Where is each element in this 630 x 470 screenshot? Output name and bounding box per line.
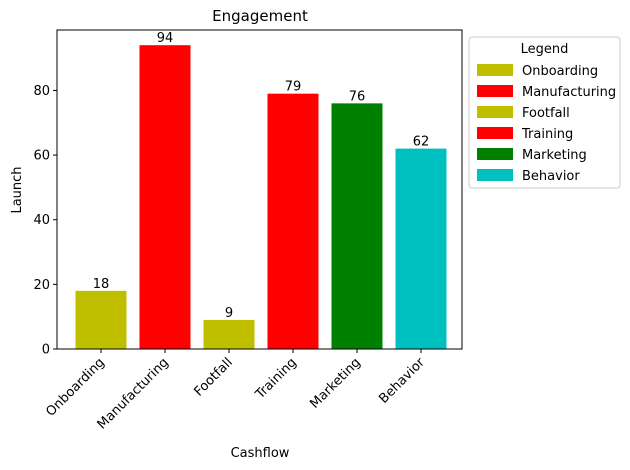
chart-title: Engagement: [212, 7, 308, 25]
legend-swatch: [477, 127, 513, 139]
bar-onboarding: [75, 290, 127, 349]
legend-entry: Training: [521, 127, 573, 142]
x-tick-label: Onboarding: [43, 355, 107, 419]
legend-entry: Footfall: [522, 106, 570, 121]
plot-area: 18Onboarding94Manufacturing9Footfall79Tr…: [33, 29, 463, 432]
bar-behavior: [395, 148, 447, 349]
bar-footfall: [203, 319, 255, 349]
legend-swatch: [477, 169, 513, 181]
x-tick-label: Behavior: [376, 355, 428, 407]
axes-frame: [56, 29, 463, 350]
legend: Legend Onboarding Manufacturing Footfall Tra…: [468, 36, 621, 189]
bar-training: [267, 93, 319, 350]
x-tick-label: Marketing: [307, 355, 363, 411]
legend-entry: Onboarding: [522, 64, 598, 79]
legend-swatch: [477, 106, 513, 118]
bar-value-label: 76: [349, 89, 366, 104]
y-tick-label: 0: [42, 343, 50, 358]
x-tick-label: Training: [252, 355, 300, 403]
y-axis-label: Launch: [10, 166, 25, 213]
bar-manufacturing: [139, 45, 191, 349]
legend-title: Legend: [521, 42, 569, 57]
x-axis-label: Cashflow: [231, 446, 290, 461]
legend-entry: Marketing: [522, 148, 587, 163]
legend-swatch: [477, 64, 513, 76]
y-tick-label: 60: [33, 149, 50, 164]
bar-value-label: 62: [413, 135, 430, 150]
legend-swatch: [477, 85, 513, 97]
bar-value-label: 9: [225, 306, 233, 321]
bar-value-label: 18: [93, 277, 110, 292]
bar-marketing: [331, 103, 383, 350]
legend-entry: Manufacturing: [522, 85, 616, 100]
legend-entry: Behavior: [522, 169, 580, 184]
y-tick-label: 20: [33, 278, 50, 293]
y-tick-label: 80: [33, 84, 50, 99]
bar-value-label: 79: [285, 80, 302, 95]
legend-swatch: [477, 148, 513, 160]
bar-value-label: 94: [157, 31, 174, 46]
x-tick-label: Footfall: [191, 355, 235, 399]
y-tick-label: 40: [33, 213, 50, 228]
